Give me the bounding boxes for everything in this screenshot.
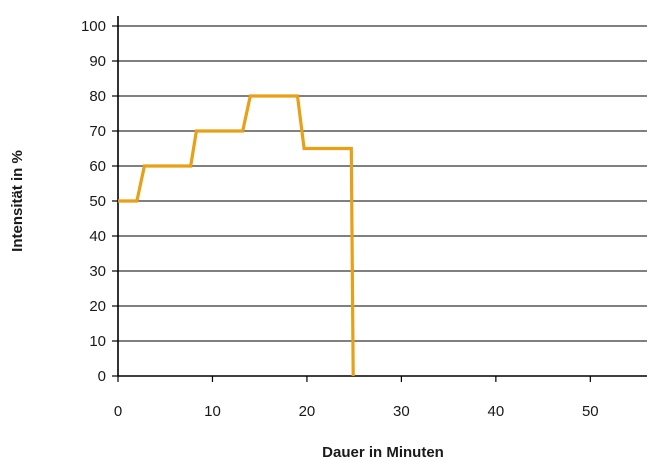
x-tick-label: 40 xyxy=(488,403,505,420)
gridlines xyxy=(118,25,647,342)
y-tick-label: 40 xyxy=(89,228,106,245)
y-tick-label: 80 xyxy=(89,88,106,105)
y-tick-label: 60 xyxy=(89,158,106,175)
x-tick-label: 10 xyxy=(204,403,221,420)
y-tick-label: 70 xyxy=(89,123,106,140)
x-axis-ticks: 0 10 20 30 40 50 xyxy=(114,376,599,420)
y-tick-label: 20 xyxy=(89,298,106,315)
x-tick-label: 50 xyxy=(582,403,599,420)
y-tick-label: 100 xyxy=(81,18,106,35)
x-tick-label: 30 xyxy=(393,403,410,420)
y-tick-label: 0 xyxy=(98,368,106,385)
x-tick-label: 20 xyxy=(299,403,316,420)
y-axis-title: Intensität in % xyxy=(9,150,26,252)
series-line-0 xyxy=(118,94,355,377)
series-group xyxy=(118,94,355,377)
y-tick-label: 10 xyxy=(89,333,106,350)
x-axis-title: Dauer in Minuten xyxy=(322,444,444,461)
y-axis-ticks: 0 10 20 30 40 50 60 70 80 90 100 xyxy=(81,18,118,385)
y-tick-label: 90 xyxy=(89,53,106,70)
y-tick-label: 50 xyxy=(89,193,106,210)
x-tick-label: 0 xyxy=(114,403,122,420)
y-tick-label: 30 xyxy=(89,263,106,280)
